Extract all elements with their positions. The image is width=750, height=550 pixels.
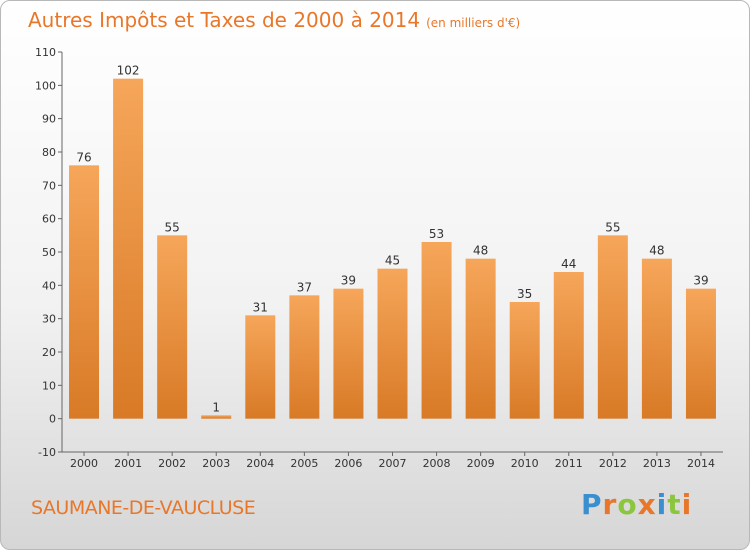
y-tick-label: 20 — [42, 346, 56, 359]
value-label-2000: 76 — [76, 150, 91, 164]
x-tick-label-2001: 2001 — [114, 457, 142, 470]
value-label-2007: 45 — [385, 254, 400, 268]
chart-title: Autres Impôts et Taxes de 2000 à 2014 (en… — [28, 8, 520, 32]
bar-2000 — [69, 165, 100, 419]
logo-letter: r — [602, 488, 618, 521]
value-label-2002: 55 — [165, 220, 180, 234]
bar-2002 — [157, 235, 188, 419]
value-label-2012: 55 — [605, 220, 620, 234]
x-tick-label-2006: 2006 — [334, 457, 362, 470]
y-tick-label: 60 — [42, 213, 56, 226]
x-tick-label-2004: 2004 — [246, 457, 274, 470]
bar-2005 — [289, 295, 320, 419]
bar-2011 — [553, 272, 584, 419]
y-tick-label: 0 — [49, 413, 56, 426]
y-tick-label: 70 — [42, 179, 56, 192]
value-label-2010: 35 — [517, 287, 532, 301]
x-tick-label-2014: 2014 — [687, 457, 715, 470]
value-label-2014: 39 — [693, 274, 708, 288]
bar-2007 — [377, 268, 408, 419]
y-tick-label: 80 — [42, 146, 56, 159]
x-tick-label-2010: 2010 — [511, 457, 539, 470]
x-tick-label-2005: 2005 — [290, 457, 318, 470]
x-tick-label-2000: 2000 — [70, 457, 98, 470]
y-tick-label: 10 — [42, 379, 56, 392]
logo-letter: P — [581, 488, 603, 521]
bar-2001 — [113, 78, 144, 419]
x-tick-label-2011: 2011 — [555, 457, 583, 470]
y-tick-label: 40 — [42, 279, 56, 292]
y-tick-label: -10 — [38, 446, 56, 459]
value-label-2011: 44 — [561, 257, 576, 271]
proxiti-logo: Proxiti — [581, 488, 692, 521]
x-tick-label-2008: 2008 — [423, 457, 451, 470]
y-tick-label: 30 — [42, 313, 56, 326]
bar-2009 — [465, 258, 496, 419]
commune-name: SAUMANE-DE-VAUCLUSE — [31, 497, 256, 519]
x-tick-label-2007: 2007 — [379, 457, 407, 470]
x-tick-label-2012: 2012 — [599, 457, 627, 470]
value-label-2006: 39 — [341, 274, 356, 288]
y-tick-label: 110 — [35, 46, 56, 59]
value-label-2008: 53 — [429, 227, 444, 241]
bar-2012 — [597, 235, 628, 419]
y-tick-label: 90 — [42, 113, 56, 126]
logo-letter: o — [617, 488, 638, 521]
value-label-2003: 1 — [212, 400, 220, 414]
bar-2013 — [641, 258, 672, 419]
bar-2003 — [201, 415, 232, 419]
x-tick-label-2002: 2002 — [158, 457, 186, 470]
y-tick-label: 100 — [35, 79, 56, 92]
logo-letter: t — [667, 488, 682, 521]
bar-2004 — [245, 315, 276, 419]
x-tick-label-2013: 2013 — [643, 457, 671, 470]
bar-2014 — [685, 288, 716, 419]
bar-2006 — [333, 288, 364, 419]
logo-letter: i — [656, 488, 668, 521]
x-tick-label-2003: 2003 — [202, 457, 230, 470]
value-label-2013: 48 — [649, 244, 664, 258]
logo-letter: x — [637, 488, 657, 521]
bar-2008 — [421, 242, 452, 419]
value-label-2001: 102 — [117, 64, 140, 78]
bar-2010 — [509, 302, 540, 419]
logo-letter: i — [681, 488, 693, 521]
y-tick-label: 50 — [42, 246, 56, 259]
value-label-2005: 37 — [297, 280, 312, 294]
value-label-2009: 48 — [473, 244, 488, 258]
chart-unit: (en milliers d'€) — [426, 16, 521, 30]
x-tick-label-2009: 2009 — [467, 457, 495, 470]
value-label-2004: 31 — [253, 300, 268, 314]
chart-title-text: Autres Impôts et Taxes de 2000 à 2014 — [28, 8, 421, 32]
